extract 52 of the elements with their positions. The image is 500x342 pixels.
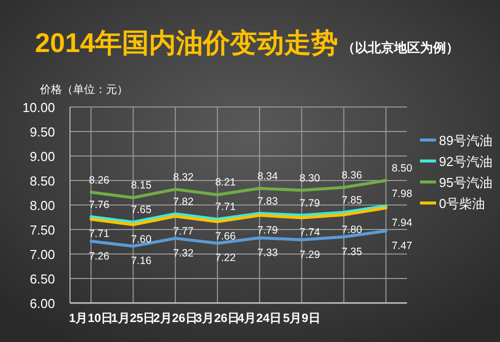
x-tick-label: 3月26日 — [195, 311, 240, 325]
y-tick-label: 8.00 — [30, 198, 55, 213]
y-tick-label: 7.50 — [30, 222, 55, 238]
data-label: 7.29 — [299, 248, 320, 261]
data-label: 8.15 — [130, 180, 152, 192]
y-tick-label: 6.00 — [30, 296, 55, 311]
chart-title: 2014年国内油价变动走势 — [35, 28, 338, 58]
y-tick-label: 9.00 — [30, 149, 55, 164]
data-label: 7.80 — [342, 224, 362, 236]
data-label: 7.33 — [257, 246, 278, 259]
data-label: 7.35 — [342, 246, 362, 258]
data-label: 7.74 — [299, 226, 320, 239]
data-label: 7.26 — [88, 250, 110, 262]
y-tick-label: 10.00 — [22, 100, 55, 115]
data-label: 7.94 — [392, 216, 412, 229]
data-label: 7.47 — [392, 240, 412, 252]
data-label: 7.60 — [130, 234, 152, 246]
data-label: 7.71 — [88, 228, 110, 240]
data-label: 8.50 — [392, 162, 412, 174]
data-label: 8.30 — [299, 172, 320, 184]
legend-label: 0号柴油 — [439, 196, 486, 211]
data-label: 7.98 — [392, 188, 412, 200]
data-label: 8.34 — [257, 170, 278, 182]
data-label: 7.77 — [173, 225, 194, 238]
data-label: 7.83 — [257, 195, 278, 208]
y-axis-title: 价格（单位：元） — [39, 83, 128, 96]
data-label: 8.32 — [173, 171, 194, 184]
y-tick-label: 8.50 — [30, 174, 55, 188]
data-label: 7.76 — [88, 198, 110, 211]
data-label: 7.65 — [130, 204, 152, 216]
y-tick-label: 7.00 — [30, 247, 55, 262]
data-label: 7.71 — [215, 201, 236, 214]
data-label: 8.21 — [215, 176, 236, 189]
y-tick-label: 6.50 — [30, 272, 55, 286]
x-tick-label: 2月26日 — [153, 311, 198, 325]
legend-label: 92号汽油 — [439, 154, 492, 169]
x-tick-label: 5月9日 — [283, 311, 320, 325]
legend-label: 89号汽油 — [439, 133, 492, 148]
data-label: 7.79 — [257, 224, 278, 236]
chart-subtitle: （以北京地区为例） — [342, 40, 460, 55]
data-label: 8.26 — [88, 174, 110, 186]
data-label: 7.32 — [173, 247, 194, 260]
data-label: 7.82 — [173, 196, 194, 208]
data-label: 7.79 — [299, 197, 320, 210]
data-label: 8.36 — [342, 169, 362, 182]
x-tick-label: 4月24日 — [238, 311, 282, 325]
data-label: 7.22 — [215, 252, 236, 264]
data-label: 7.85 — [342, 194, 362, 206]
data-label: 7.16 — [130, 255, 152, 268]
data-label: 7.66 — [215, 230, 236, 243]
legend-label: 95号汽油 — [439, 175, 492, 190]
y-tick-label: 9.50 — [30, 124, 55, 140]
